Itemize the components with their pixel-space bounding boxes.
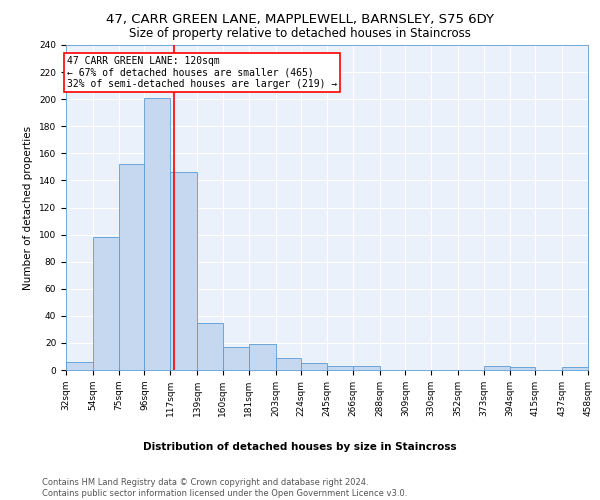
Bar <box>248 344 275 370</box>
Bar <box>119 164 145 370</box>
Bar <box>301 363 327 370</box>
Bar <box>93 238 119 370</box>
Bar <box>66 362 93 370</box>
Text: Distribution of detached houses by size in Staincross: Distribution of detached houses by size … <box>143 442 457 452</box>
Bar <box>145 98 170 370</box>
Text: Size of property relative to detached houses in Staincross: Size of property relative to detached ho… <box>129 28 471 40</box>
Bar <box>170 172 197 370</box>
Text: Contains HM Land Registry data © Crown copyright and database right 2024.
Contai: Contains HM Land Registry data © Crown c… <box>42 478 407 498</box>
Bar <box>327 366 353 370</box>
Text: 47, CARR GREEN LANE, MAPPLEWELL, BARNSLEY, S75 6DY: 47, CARR GREEN LANE, MAPPLEWELL, BARNSLE… <box>106 12 494 26</box>
Bar <box>353 366 380 370</box>
Bar <box>509 368 535 370</box>
Bar <box>484 366 509 370</box>
Bar <box>223 347 248 370</box>
Bar <box>197 322 223 370</box>
Bar <box>562 368 588 370</box>
Y-axis label: Number of detached properties: Number of detached properties <box>23 126 34 290</box>
Bar <box>275 358 301 370</box>
Text: 47 CARR GREEN LANE: 120sqm
← 67% of detached houses are smaller (465)
32% of sem: 47 CARR GREEN LANE: 120sqm ← 67% of deta… <box>67 56 337 89</box>
